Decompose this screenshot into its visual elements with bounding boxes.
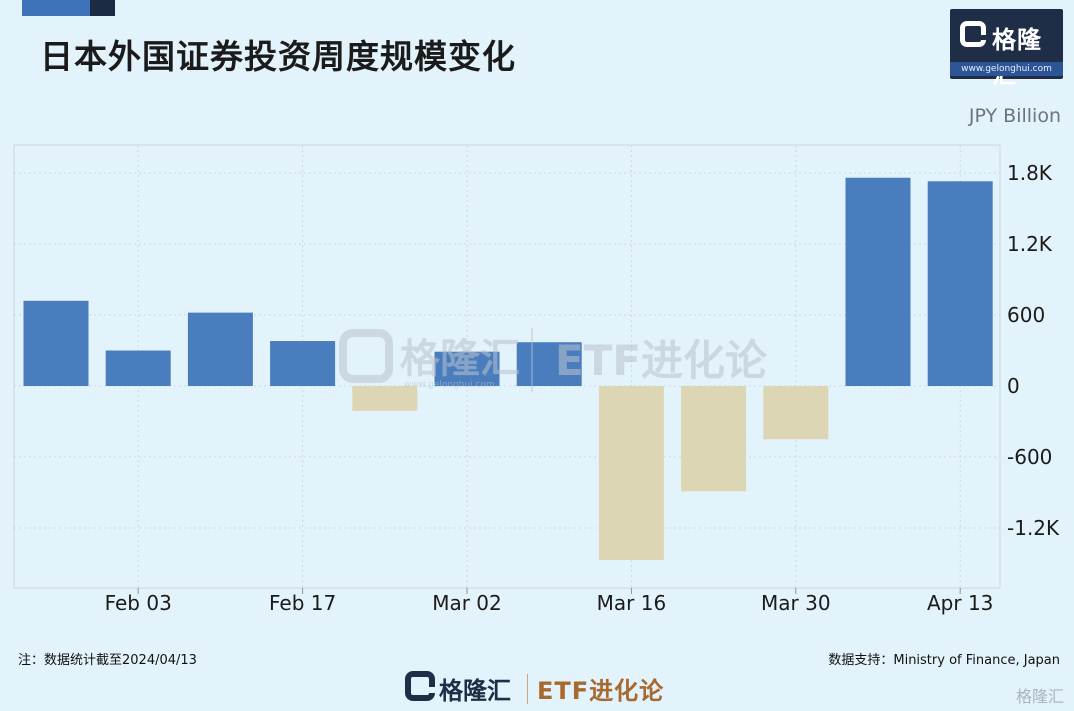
footer-logo-separator bbox=[527, 674, 528, 704]
x-tick-label: Feb 17 bbox=[269, 591, 336, 615]
y-tick-label: 600 bbox=[1007, 303, 1045, 327]
x-tick-label: Mar 16 bbox=[597, 591, 667, 615]
watermark-g-icon bbox=[339, 329, 393, 383]
watermark-url: www.gelonghui.com bbox=[404, 380, 495, 390]
y-tick-label: 0 bbox=[1007, 374, 1020, 398]
bar-feb-17 bbox=[270, 341, 336, 386]
footnote: 注：数据统计截至2024/04/13 bbox=[18, 653, 197, 668]
x-tick-label: Mar 30 bbox=[761, 591, 831, 615]
y-tick-label: 1.2K bbox=[1007, 232, 1053, 256]
watermark-brand: 格隆汇 bbox=[400, 336, 520, 382]
top-accent-bar bbox=[22, 0, 90, 16]
y-tick-label: -600 bbox=[1007, 445, 1052, 469]
corner-watermark: 格隆汇 bbox=[1015, 687, 1064, 706]
x-axis-ticks: Feb 03 Feb 17 Mar 02 Mar 16 Mar 30 Apr 13 bbox=[105, 588, 993, 615]
data-source: 数据支持：Ministry of Finance, Japan bbox=[828, 653, 1060, 668]
bar-mar-30 bbox=[763, 386, 829, 440]
y-axis-ticks: 1.8K 1.2K 600 0 -600 -1.2K bbox=[1007, 161, 1060, 540]
y-tick-label: -1.2K bbox=[1007, 516, 1060, 540]
x-tick-label: Mar 02 bbox=[432, 591, 502, 615]
plot-frame bbox=[13, 144, 1001, 589]
watermark: 格隆汇 www.gelonghui.com ETF进化论 bbox=[339, 328, 768, 392]
top-accent-bar-dark bbox=[90, 0, 115, 16]
bar-mar-02 bbox=[434, 351, 500, 386]
x-tick-label: Apr 13 bbox=[927, 591, 993, 615]
brand-logo-url: www.gelonghui.com bbox=[950, 62, 1063, 76]
chart-bars bbox=[23, 177, 993, 560]
y-tick-label: 1.8K bbox=[1007, 161, 1053, 185]
bar-mar-09 bbox=[516, 342, 582, 386]
footer-logo-product: ETF进化论 bbox=[537, 677, 665, 705]
watermark-product: ETF进化论 bbox=[555, 336, 768, 385]
bar-mar-16 bbox=[598, 386, 664, 560]
bar-apr-06 bbox=[845, 177, 911, 386]
x-tick-label: Feb 03 bbox=[105, 591, 172, 615]
chart-title: 日本外国证券投资周度规模变化 bbox=[40, 37, 516, 76]
bar-mar-23 bbox=[681, 386, 747, 492]
bar-jan-27 bbox=[23, 300, 89, 386]
brand-logo: 格隆汇 www.gelonghui.com bbox=[950, 9, 1063, 89]
bar-feb-10 bbox=[187, 312, 253, 386]
bar-feb-24 bbox=[352, 386, 418, 411]
unit-label: JPY Billion bbox=[968, 105, 1061, 127]
bar-feb-03 bbox=[105, 350, 171, 386]
brand-g-icon bbox=[960, 21, 986, 47]
footer-logo-name: 格隆汇 bbox=[439, 677, 511, 705]
bar-apr-13 bbox=[927, 181, 993, 386]
footer-g-icon bbox=[405, 671, 435, 701]
